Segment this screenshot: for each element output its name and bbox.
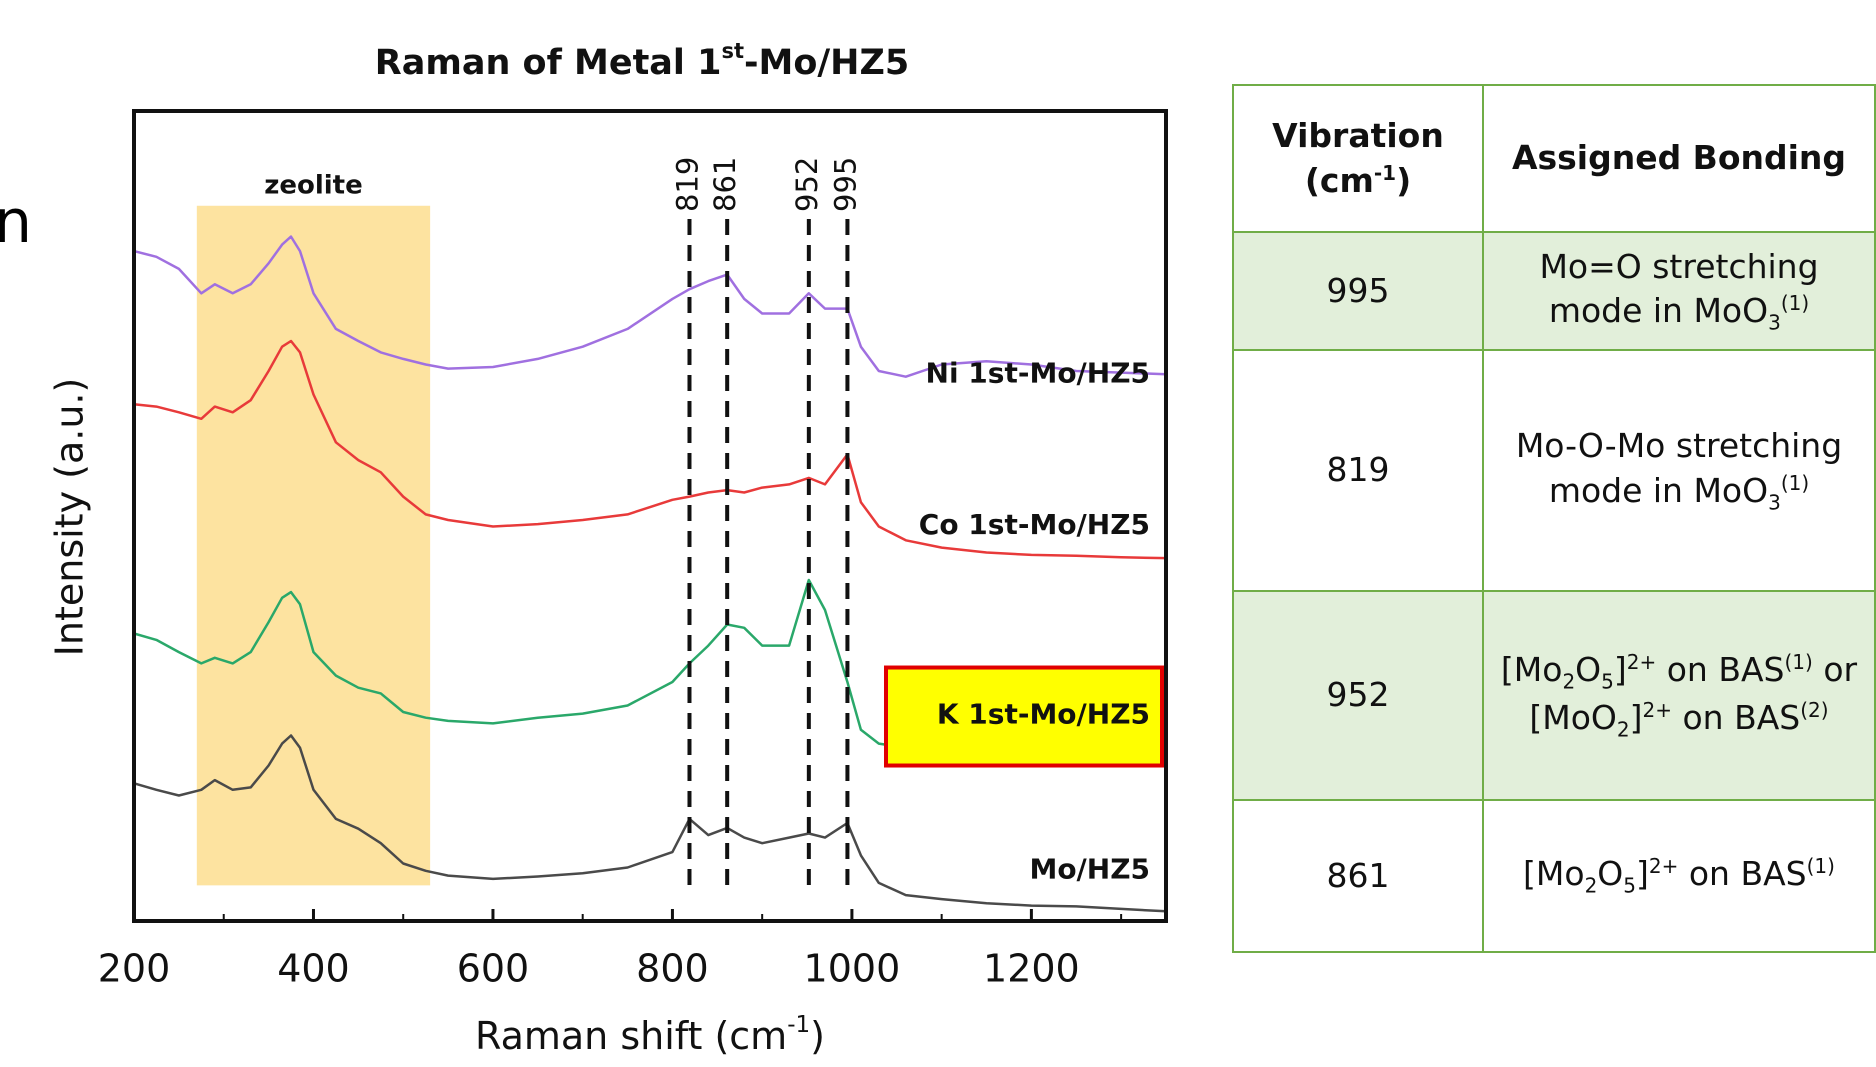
vibration-cell: 952 xyxy=(1232,590,1484,801)
text-part: -1 xyxy=(787,1012,810,1038)
table-row: 995 Mo=O stretching mode in MoO3(1) xyxy=(1232,231,1876,351)
text-part: Raman shift (cm xyxy=(475,1014,787,1058)
text-part: 2 xyxy=(1562,669,1576,694)
text-part: 3 xyxy=(1768,311,1781,336)
text-part: 2+ xyxy=(1648,854,1679,879)
text-part: 2 xyxy=(1584,873,1598,898)
series-label: K 1st-Mo/HZ5 xyxy=(937,698,1150,731)
vibration-cell: 819 xyxy=(1232,349,1484,592)
cut-text: n xyxy=(0,187,33,257)
text-part: 2+ xyxy=(1626,649,1657,674)
text-part: [Mo xyxy=(1500,649,1563,689)
peak-label: 952 xyxy=(790,157,824,212)
x-tick-label: 1000 xyxy=(804,947,901,991)
text-part: Mo=O stretching mode in MoO xyxy=(1539,246,1819,331)
series-label: Mo/HZ5 xyxy=(1029,852,1150,885)
bonding-cell: Mo-O-Mo stretching mode in MoO3(1) xyxy=(1482,349,1876,592)
spectrum-line xyxy=(133,235,1167,378)
table-row: 861 [Mo2O5]2+ on BAS(1) xyxy=(1232,799,1876,953)
text-part: -Mo/HZ5 xyxy=(744,43,909,83)
series-label: Co 1st-Mo/HZ5 xyxy=(919,508,1150,541)
text-part: st xyxy=(721,39,744,63)
x-tick-label: 800 xyxy=(636,947,709,991)
band-label: zeolite xyxy=(264,170,363,200)
x-tick-label: 600 xyxy=(457,947,530,991)
text-part: [Mo xyxy=(1523,854,1585,894)
series-label: Ni 1st-Mo/HZ5 xyxy=(926,356,1150,389)
peak-label: 861 xyxy=(708,157,742,212)
text-part: on BAS xyxy=(1656,649,1785,689)
vibration-cell: 861 xyxy=(1232,799,1484,953)
text-part: -1 xyxy=(1373,160,1397,185)
text-part: on BAS xyxy=(1672,697,1801,737)
y-axis-label: Intensity (a.u.) xyxy=(48,378,92,657)
text-part: O xyxy=(1575,649,1602,689)
text-part: (2) xyxy=(1800,697,1829,722)
chart: zeolite 819 861 952 995 Ni 1st-Mo/HZ5 Co 1st-M… xyxy=(48,39,1168,1058)
highlight-box xyxy=(884,665,1164,768)
x-tick-label: 200 xyxy=(98,947,171,991)
chart-title: Raman of Metal 1st-Mo/HZ5 xyxy=(375,39,909,83)
bonding-cell: Mo=O stretching mode in MoO3(1) xyxy=(1482,231,1876,351)
zeolite-band xyxy=(196,205,431,886)
text-part: Raman of Metal 1 xyxy=(375,43,722,83)
text-part: ] xyxy=(1629,697,1643,737)
text-part: O xyxy=(1597,854,1624,894)
text-part: ) xyxy=(810,1014,825,1058)
text-part: on BAS xyxy=(1678,854,1807,894)
text-part: 5 xyxy=(1623,873,1637,898)
peak-label: 995 xyxy=(828,157,862,212)
text-part: Mo-O-Mo stretching mode in MoO xyxy=(1515,426,1843,510)
text-part: 2+ xyxy=(1642,697,1672,722)
bonding-cell: [Mo2O5]2+ on BAS(1) xyxy=(1482,799,1876,953)
text-part: (1) xyxy=(1784,649,1813,674)
peak-label: 819 xyxy=(670,157,704,212)
text-part: (1) xyxy=(1780,470,1810,495)
bonding-cell: [Mo2O5]2+ on BAS(1) or [MoO2]2+ on BAS(2… xyxy=(1482,590,1876,801)
text-part: ] xyxy=(1636,854,1649,894)
text-part: (1) xyxy=(1780,291,1810,316)
plot-frame xyxy=(132,109,1168,923)
vibration-cell: 995 xyxy=(1232,231,1484,351)
text-part: ] xyxy=(1613,649,1627,689)
table-row: 819 Mo-O-Mo stretching mode in MoO3(1) xyxy=(1232,349,1876,592)
x-axis-label: Raman shift (cm-1) xyxy=(475,1012,825,1058)
text-part: ) xyxy=(1396,160,1412,200)
header-cell: Assigned Bonding xyxy=(1482,84,1876,233)
spectrum-line xyxy=(133,734,1167,913)
text-part: 2 xyxy=(1616,717,1630,742)
text-part: Assigned Bonding xyxy=(1511,138,1847,178)
x-tick-label: 1200 xyxy=(983,947,1080,991)
x-tick-label: 400 xyxy=(277,947,350,991)
text-part: Vibration (cm xyxy=(1272,115,1444,200)
table-row: 952 [Mo2O5]2+ on BAS(1) or [MoO2]2+ on BA… xyxy=(1232,590,1876,801)
assignment-table: Vibration (cm-1) Assigned Bonding 995 Mo=O … xyxy=(1232,84,1876,953)
text-part: or [MoO xyxy=(1529,649,1858,737)
header-cell: Vibration (cm-1) xyxy=(1232,84,1484,233)
text-part: 5 xyxy=(1601,669,1614,694)
header-row: Vibration (cm-1) Assigned Bonding xyxy=(1232,84,1876,233)
spectrum-line xyxy=(133,339,1167,560)
text-part: (1) xyxy=(1806,854,1835,879)
text-part: 3 xyxy=(1768,490,1781,515)
